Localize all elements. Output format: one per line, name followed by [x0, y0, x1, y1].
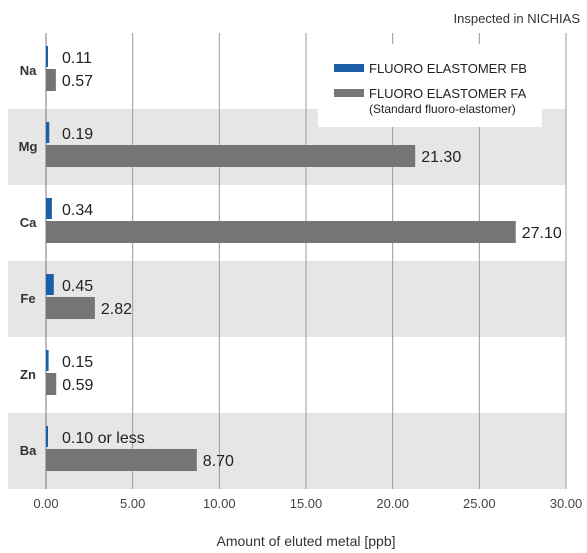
x-tick-label: 10.00 [203, 496, 236, 511]
x-tick-label: 25.00 [463, 496, 496, 511]
value-label-fb: 0.15 [62, 354, 93, 371]
category-label: Mg [19, 139, 38, 154]
x-tick-label: 20.00 [376, 496, 409, 511]
value-label-fa: 21.30 [421, 149, 461, 166]
value-label-fa: 27.10 [522, 225, 562, 242]
value-label-fb: 0.11 [62, 50, 92, 67]
legend-label-fb: FLUORO ELASTOMER FB [369, 61, 527, 76]
value-label-fa: 8.70 [203, 453, 234, 470]
bar-fa [46, 69, 56, 91]
bar-fa [46, 221, 516, 243]
x-tick-label: 5.00 [120, 496, 145, 511]
category-label: Ba [20, 443, 37, 458]
x-tick-label: 0.00 [33, 496, 58, 511]
bar-fb [46, 350, 49, 371]
x-axis-label: Amount of eluted metal [ppb] [217, 533, 396, 549]
value-label-fa: 0.57 [62, 73, 93, 90]
bar-fb [46, 274, 54, 295]
legend-swatch-fa [334, 89, 364, 97]
value-label-fb: 0.10 or less [62, 430, 145, 447]
legend: FLUORO ELASTOMER FB FLUORO ELASTOMER FA … [318, 44, 542, 127]
legend-swatch-fb [334, 64, 364, 72]
legend-sublabel-fa: (Standard fluoro-elastomer) [369, 102, 516, 116]
value-label-fa: 2.82 [101, 301, 132, 318]
bar-fa [46, 297, 95, 319]
category-label: Ca [20, 215, 37, 230]
inspection-note: Inspected in NICHIAS [454, 11, 581, 26]
value-label-fb: 0.19 [62, 126, 93, 143]
legend-label-fa: FLUORO ELASTOMER FA [369, 86, 527, 101]
category-label: Fe [20, 291, 35, 306]
value-labels: 0.11 0.57 0.19 21.30 0.34 27.10 0.45 2.82 0.15 0.… [62, 50, 562, 470]
bar-fa [46, 145, 416, 167]
bar-fb [46, 46, 48, 67]
bar-fb [46, 198, 52, 219]
category-label: Na [20, 63, 37, 78]
value-label-fb: 0.34 [62, 202, 93, 219]
legend-box [318, 44, 542, 127]
x-tick-labels: 0.00 5.00 10.00 15.00 20.00 25.00 30.00 [33, 496, 582, 511]
category-labels: Na Mg Ca Fe Zn Ba [19, 63, 38, 458]
x-tick-label: 30.00 [550, 496, 583, 511]
bars [46, 46, 516, 471]
value-label-fb: 0.45 [62, 278, 93, 295]
bar-fb [46, 122, 50, 143]
x-tick-label: 15.00 [290, 496, 323, 511]
row-band [8, 261, 566, 337]
bar-fb [46, 426, 48, 447]
value-label-fa: 0.59 [62, 377, 93, 394]
bar-fa [46, 449, 197, 471]
bar-fa [46, 373, 57, 395]
category-label: Zn [20, 367, 36, 382]
